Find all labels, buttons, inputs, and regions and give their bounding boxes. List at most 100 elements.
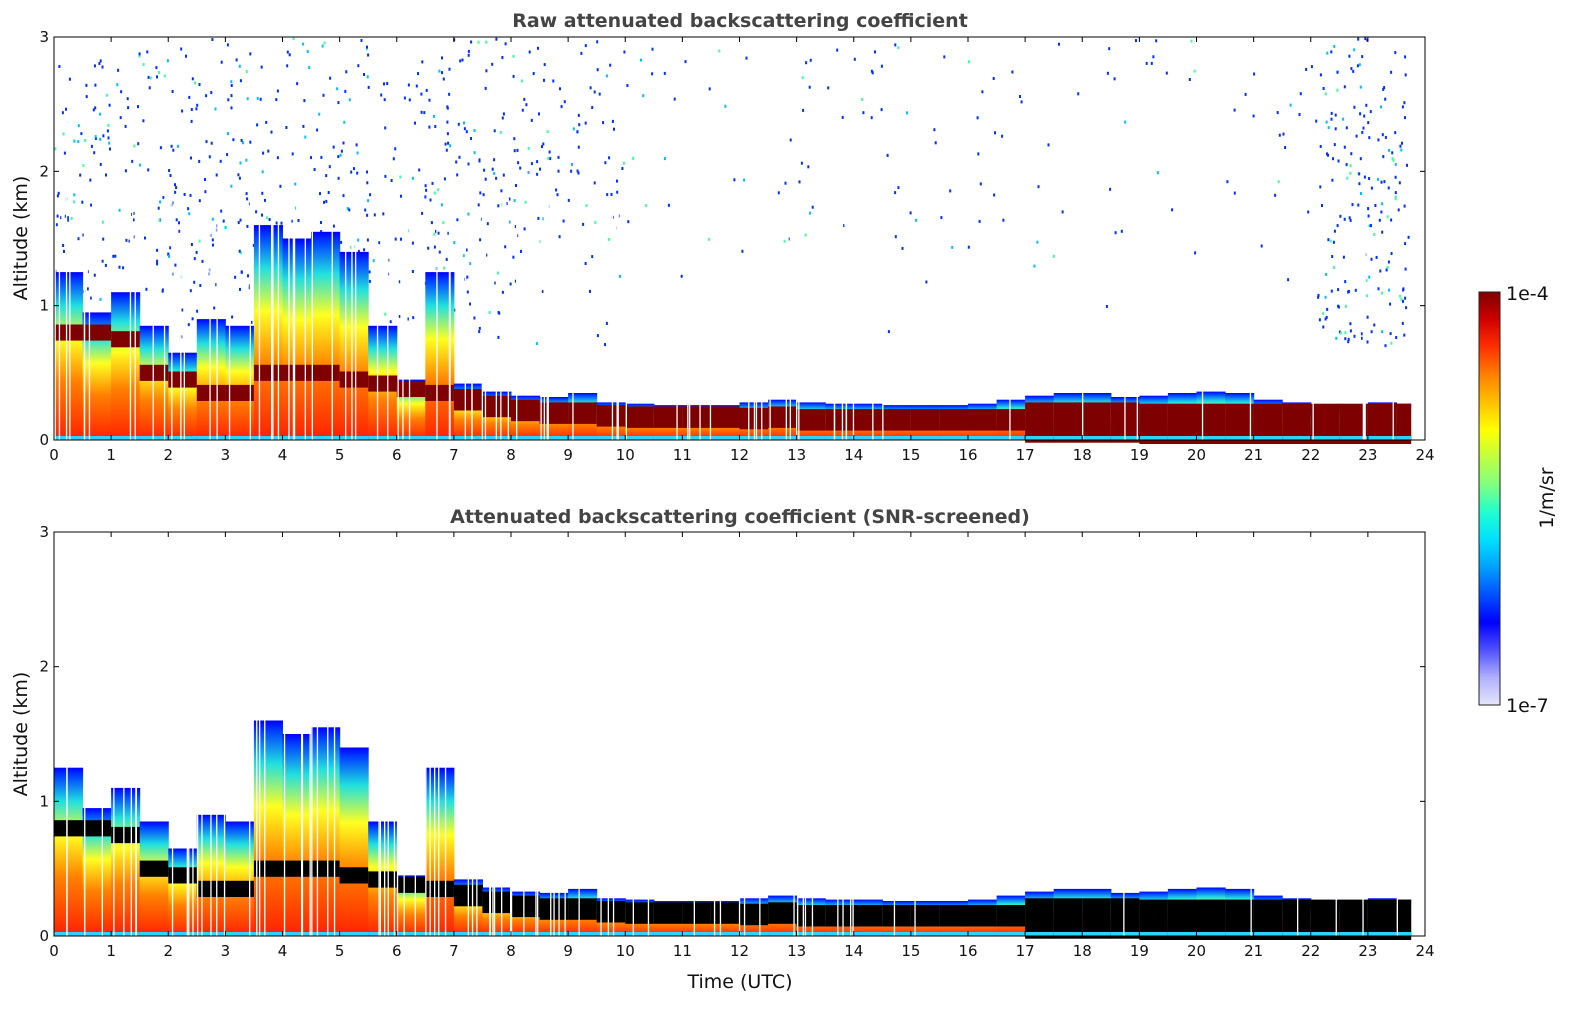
dense-aerosol-layer <box>796 905 826 927</box>
noise-pixel <box>170 144 173 148</box>
noise-pixel <box>886 153 889 157</box>
noise-pixel <box>93 151 96 155</box>
noise-pixel <box>479 238 482 242</box>
noise-pixel <box>1388 148 1391 152</box>
noise-pixel <box>73 193 76 197</box>
noise-pixel <box>598 92 601 96</box>
noise-pixel <box>1381 330 1384 334</box>
noise-pixel <box>862 111 865 115</box>
x-tick-label: 10 <box>616 446 635 464</box>
missing-profile-gap <box>676 198 678 440</box>
missing-profile-gap <box>379 693 381 936</box>
near-surface-band <box>453 436 483 440</box>
noise-pixel <box>367 199 370 203</box>
noise-pixel <box>1370 186 1373 190</box>
noise-pixel <box>189 289 192 293</box>
noise-pixel <box>276 89 279 93</box>
noise-pixel <box>1120 229 1123 233</box>
noise-pixel <box>1342 255 1345 259</box>
noise-pixel <box>513 149 516 153</box>
noise-pixel <box>1135 39 1137 43</box>
backscatter-column <box>225 325 255 440</box>
noise-pixel <box>1394 195 1397 199</box>
missing-profile-gap <box>387 198 389 440</box>
dense-aerosol-layer <box>682 902 712 924</box>
x-tick-label: 7 <box>449 942 459 960</box>
missing-profile-gap <box>500 198 502 440</box>
noise-pixel <box>169 246 172 250</box>
noise-pixel <box>363 73 365 76</box>
noise-pixel <box>591 255 594 259</box>
noise-pixel <box>407 83 410 87</box>
noise-pixel <box>804 233 807 237</box>
noise-pixel <box>239 251 242 255</box>
missing-profile-gap <box>492 693 494 936</box>
noise-pixel <box>420 110 423 114</box>
noise-pixel <box>1253 72 1256 76</box>
noise-pixel <box>147 168 150 172</box>
noise-pixel <box>1387 186 1390 190</box>
noise-pixel <box>191 317 194 321</box>
noise-pixel <box>1369 110 1372 114</box>
noise-pixel <box>1331 255 1334 258</box>
x-tick-label: 18 <box>1073 446 1092 464</box>
noise-pixel <box>323 41 326 45</box>
x-tick-label: 9 <box>563 446 573 464</box>
near-surface-band <box>539 436 569 440</box>
noise-pixel <box>536 160 539 164</box>
near-surface-band <box>425 436 455 440</box>
noise-pixel <box>1171 208 1174 212</box>
noise-pixel <box>62 132 65 136</box>
noise-pixel <box>92 108 95 112</box>
x-tick-label: 8 <box>506 446 516 464</box>
noise-pixel <box>89 296 92 300</box>
noise-pixel <box>357 238 360 242</box>
noise-pixel <box>1345 126 1348 130</box>
noise-pixel <box>861 97 864 101</box>
noise-pixel <box>1400 297 1403 301</box>
noise-pixel <box>562 219 565 223</box>
noise-pixel <box>933 128 936 132</box>
noise-pixel <box>537 46 539 50</box>
noise-pixel <box>424 184 427 188</box>
noise-pixel <box>1370 257 1373 261</box>
noise-pixel <box>1349 329 1352 333</box>
noise-pixel <box>212 243 214 247</box>
noise-pixel <box>1401 105 1404 109</box>
noise-pixel <box>238 64 241 68</box>
noise-pixel <box>525 103 528 107</box>
noise-pixel <box>1404 116 1406 120</box>
noise-pixel <box>238 176 241 180</box>
noise-pixel <box>1019 95 1021 98</box>
missing-profile-gap <box>1392 198 1394 440</box>
noise-pixel <box>339 153 342 157</box>
missing-profile-gap <box>54 198 56 440</box>
dense-aerosol-layer <box>968 409 998 431</box>
near-surface-band <box>1339 932 1369 936</box>
noise-pixel <box>1336 224 1339 228</box>
noise-pixel <box>1330 50 1333 54</box>
noise-pixel <box>976 116 979 120</box>
snr-screened-panel: Attenuated backscattering coefficient (S… <box>10 506 1435 993</box>
noise-pixel <box>473 129 476 132</box>
near-surface-band <box>1253 932 1283 936</box>
noise-pixel <box>523 227 526 231</box>
noise-pixel <box>663 71 666 75</box>
missing-profile-gap <box>841 198 844 440</box>
missing-profile-gap <box>842 693 844 936</box>
noise-pixel <box>190 156 192 160</box>
noise-pixel <box>1325 120 1328 124</box>
noise-pixel <box>605 74 608 78</box>
noise-pixel <box>582 222 585 226</box>
noise-pixel <box>1325 272 1328 276</box>
noise-pixel <box>741 249 744 253</box>
noise-pixel <box>318 112 321 116</box>
noise-pixel <box>399 175 402 179</box>
noise-pixel <box>238 249 241 253</box>
noise-pixel <box>512 74 515 78</box>
noise-pixel <box>288 53 291 57</box>
noise-pixel <box>372 259 375 263</box>
noise-pixel <box>1351 203 1354 207</box>
noise-pixel <box>442 221 445 225</box>
noise-pixel <box>1347 337 1350 341</box>
